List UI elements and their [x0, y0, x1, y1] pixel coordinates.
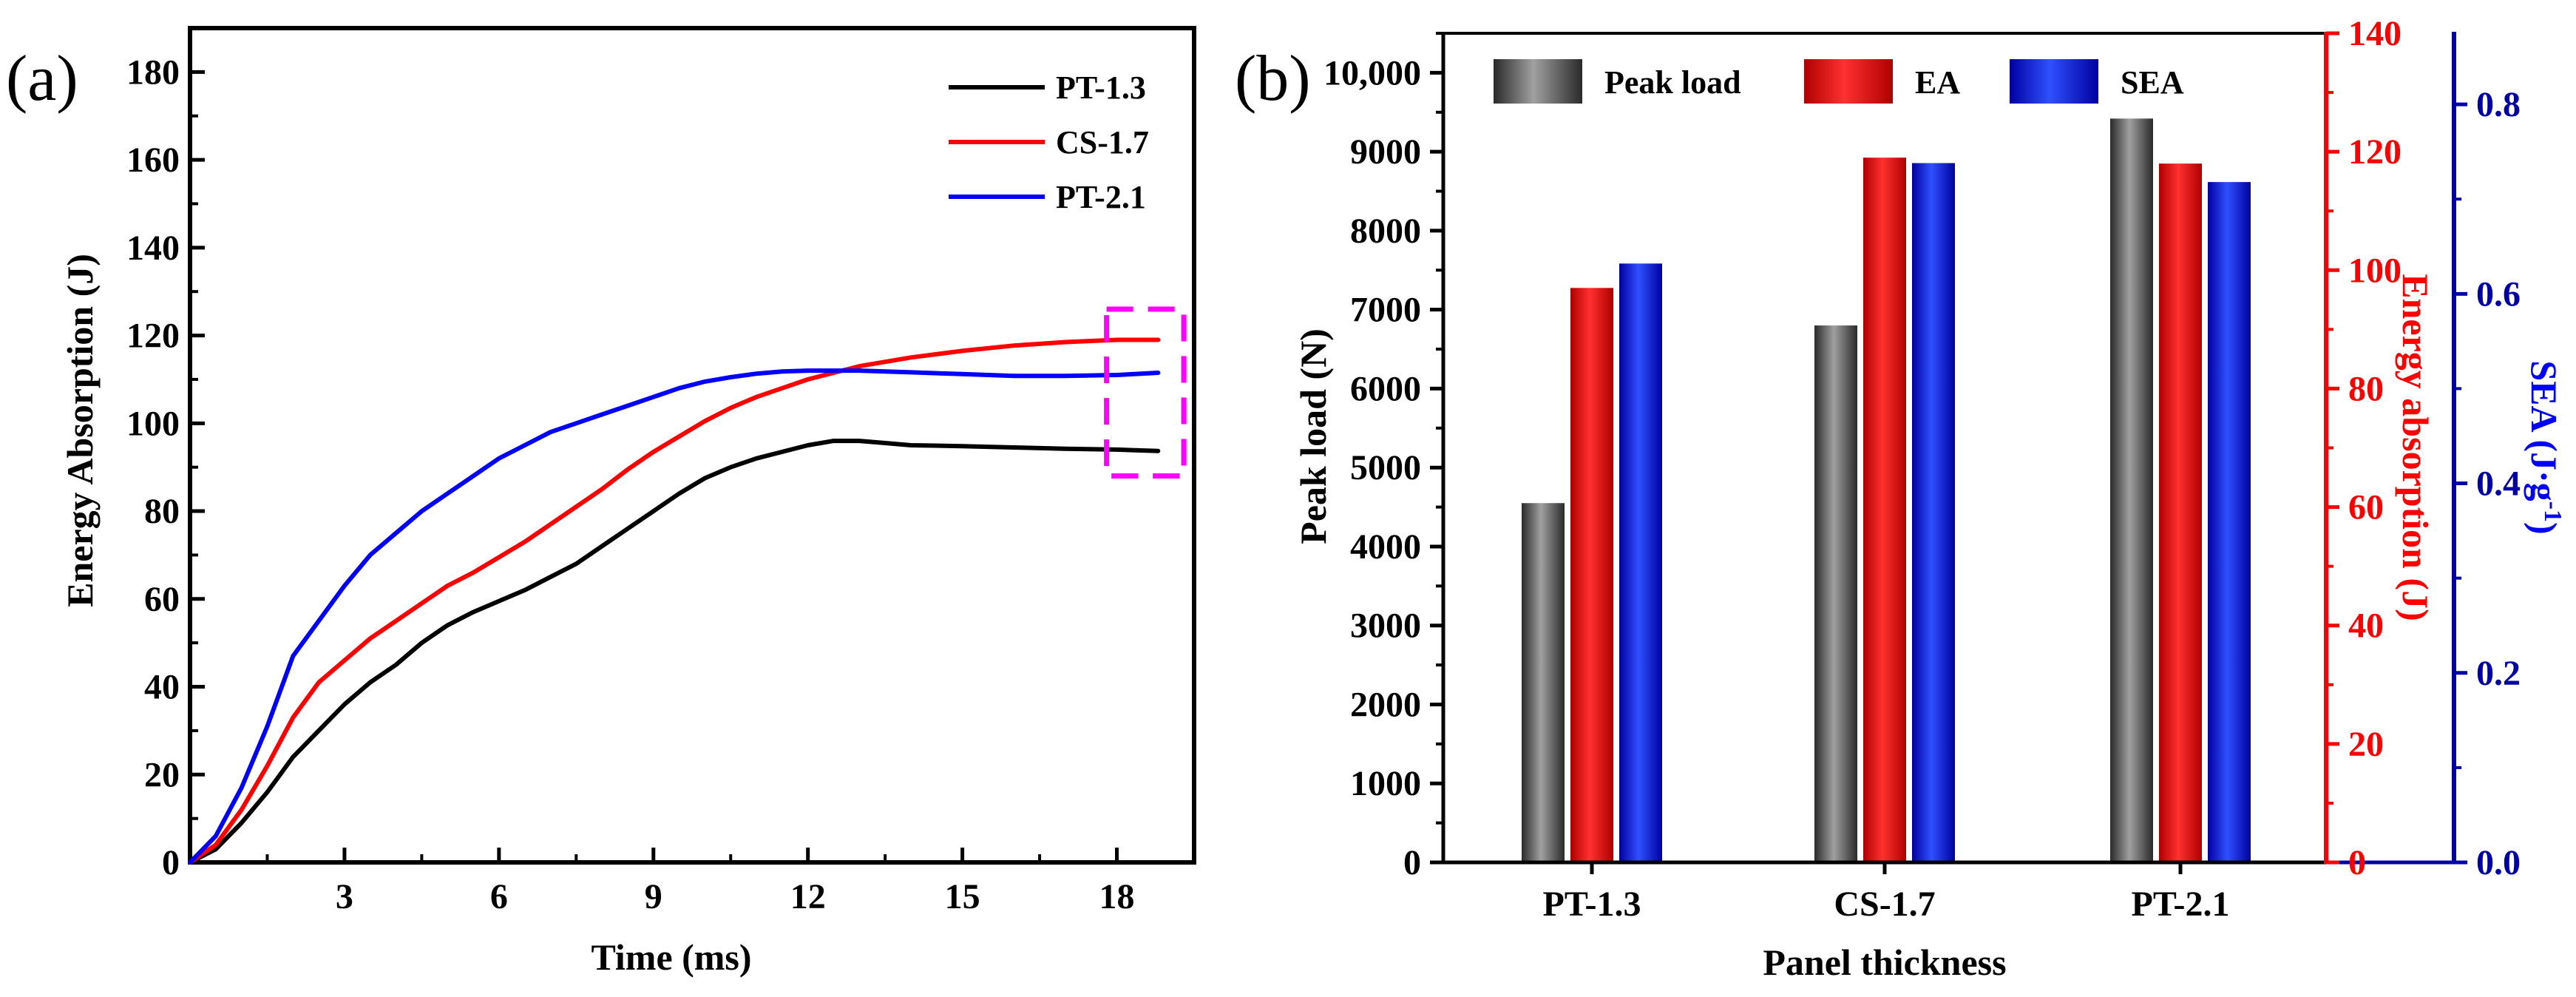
series-line-pt-2.1	[188, 368, 1161, 865]
ea-tick-label: 60	[2348, 488, 2384, 527]
panel-b-left-axis-title: Peak load (N)	[1292, 328, 1334, 544]
y-tick-label: 160	[126, 141, 180, 180]
x-tick-label: 18	[1099, 877, 1135, 916]
ea-tick-label: 80	[2348, 369, 2384, 408]
y-tick-label: 0	[162, 843, 180, 882]
sea-axis-title-main: SEA (J·g	[2524, 360, 2565, 501]
bar-ea-pt-2.1	[2159, 163, 2202, 862]
ea-tick-label: 120	[2348, 132, 2402, 172]
sea-tick-label: 0.8	[2476, 85, 2521, 124]
panel-b-sea-axis-title: SEA (J·g-1)	[2524, 360, 2567, 534]
panel-b-label: (b)	[1235, 43, 1311, 115]
y-tick-label: 120	[126, 317, 180, 356]
left-tick-label: 3000	[1350, 606, 1421, 646]
bar-peak-load-cs-1.7	[1814, 325, 1857, 862]
sea-axis-title-end: )	[2524, 522, 2565, 535]
left-tick-label: 6000	[1350, 369, 1421, 408]
left-tick-label: 8000	[1350, 212, 1421, 251]
sea-axis-title-sup: -1	[2540, 501, 2567, 522]
x-tick-label: 9	[645, 877, 662, 916]
panel-a-line-chart: (a) 0 20 40 60 80 100 120 140 160 180 3 6 9 12 15 18 PT…	[6, 26, 1196, 978]
panel-a-legend: PT-1.3 CS-1.7 PT-2.1	[949, 70, 1149, 215]
y-tick-label: 40	[144, 668, 180, 707]
category-label: PT-1.3	[1543, 885, 1641, 924]
panel-b-legend: Peak load EA SEA	[1494, 59, 2184, 104]
y-tick-label: 20	[144, 755, 180, 794]
category-label: PT-2.1	[2132, 885, 2230, 924]
bar-peak-load-pt-1.3	[1522, 503, 1565, 862]
legend-swatch-sea	[2010, 59, 2098, 104]
legend-swatch-ea	[1804, 59, 1893, 104]
legend-label-peak-load: Peak load	[1604, 64, 1741, 101]
bar-ea-pt-1.3	[1570, 288, 1613, 862]
panel-b-ticks: 010002000300040005000600070008000900010,…	[1323, 14, 2521, 924]
legend-label-cs-1.7: CS-1.7	[1056, 124, 1149, 160]
bar-sea-pt-1.3	[1619, 263, 1662, 862]
ea-tick-label: 0	[2348, 843, 2366, 882]
legend-label-sea: SEA	[2121, 64, 2184, 101]
ea-tick-label: 20	[2348, 725, 2384, 764]
panel-a-y-axis-title: Energy Absorption (J)	[59, 254, 101, 607]
legend-label-ea: EA	[1915, 64, 1960, 101]
y-tick-label: 60	[144, 580, 180, 619]
y-tick-label: 140	[126, 229, 180, 268]
panel-a-series-lines	[188, 337, 1161, 865]
left-tick-label: 7000	[1350, 291, 1421, 330]
panel-b-ea-axis-title: Energy absorption (J)	[2395, 274, 2436, 621]
panel-b-bar-chart: (b) 010002000300040005000600070008000900…	[1235, 14, 2567, 983]
bar-sea-cs-1.7	[1912, 163, 1955, 862]
bar-ea-cs-1.7	[1863, 158, 1906, 862]
left-tick-label: 9000	[1350, 132, 1421, 172]
legend-swatch-peak-load	[1494, 59, 1582, 104]
panel-b-bars	[1522, 118, 2251, 863]
left-tick-label: 4000	[1350, 527, 1421, 567]
sea-tick-label: 0.6	[2476, 274, 2521, 314]
y-tick-label: 80	[144, 492, 180, 531]
left-tick-label: 2000	[1350, 685, 1421, 724]
legend-label-pt-2.1: PT-2.1	[1056, 179, 1146, 215]
panel-b-x-axis-title: Panel thickness	[1763, 942, 2006, 983]
ea-tick-label: 100	[2348, 251, 2402, 290]
series-line-pt-1.3	[188, 439, 1161, 865]
series-line-cs-1.7	[188, 337, 1161, 865]
bar-peak-load-pt-2.1	[2110, 118, 2153, 862]
left-tick-label: 0	[1403, 843, 1421, 882]
sea-tick-label: 0.0	[2476, 843, 2521, 882]
x-tick-label: 12	[790, 877, 826, 916]
y-tick-label: 100	[126, 404, 180, 443]
ea-tick-label: 40	[2348, 606, 2384, 646]
left-tick-label: 1000	[1350, 764, 1421, 803]
left-tick-label: 10,000	[1323, 53, 1421, 92]
y-tick-label: 180	[126, 53, 180, 92]
sea-tick-label: 0.2	[2476, 654, 2521, 693]
panel-a-label: (a)	[6, 43, 78, 115]
legend-label-pt-1.3: PT-1.3	[1056, 70, 1146, 106]
panel-a-x-axis-title: Time (ms)	[591, 936, 751, 978]
ea-tick-label: 140	[2348, 14, 2402, 53]
x-tick-label: 6	[490, 877, 508, 916]
category-label: CS-1.7	[1834, 885, 1935, 924]
sea-tick-label: 0.4	[2476, 464, 2521, 504]
panel-a-frame	[188, 26, 1196, 865]
x-tick-label: 3	[336, 877, 353, 916]
x-tick-label: 15	[945, 877, 980, 916]
left-tick-label: 5000	[1350, 448, 1421, 487]
panel-a-ticks: 0 20 40 60 80 100 120 140 160 180 3 6 9 12 15 18	[126, 27, 1135, 916]
bar-sea-pt-2.1	[2208, 182, 2251, 863]
